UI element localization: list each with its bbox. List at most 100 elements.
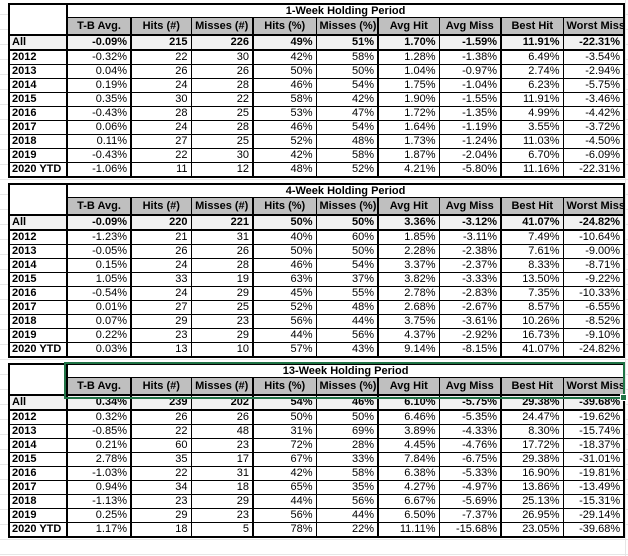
cell[interactable]: 215 xyxy=(130,34,192,51)
cell[interactable]: -1.04% xyxy=(438,78,502,93)
row-label[interactable]: 2014 xyxy=(8,78,68,93)
cell[interactable]: 23 xyxy=(190,438,254,453)
cell[interactable]: 0.01% xyxy=(66,300,132,315)
row-label[interactable]: All xyxy=(8,394,68,411)
cell[interactable]: 29 xyxy=(190,494,254,509)
cell[interactable]: 29 xyxy=(130,314,192,329)
cell[interactable]: 16.73% xyxy=(500,328,564,343)
row-label[interactable]: 2014 xyxy=(8,258,68,273)
cell[interactable]: -22.31% xyxy=(562,34,625,51)
cell[interactable]: 3.55% xyxy=(500,120,564,135)
cell[interactable]: 42% xyxy=(252,148,317,163)
cell[interactable]: 24 xyxy=(130,78,192,93)
column-header[interactable]: Misses (#) xyxy=(190,377,254,396)
cell[interactable]: 1.72% xyxy=(377,106,440,121)
row-label[interactable]: 2020 YTD xyxy=(8,522,68,538)
column-header[interactable]: Hits (#) xyxy=(130,17,192,36)
row-label[interactable]: 2016 xyxy=(8,286,68,301)
cell[interactable]: -4.97% xyxy=(438,480,502,495)
row-label[interactable]: 2013 xyxy=(8,64,68,79)
row-label[interactable]: 2015 xyxy=(8,452,68,467)
cell[interactable]: 2.78% xyxy=(377,286,440,301)
cell[interactable]: -0.32% xyxy=(66,49,132,65)
cell[interactable]: 1.73% xyxy=(377,134,440,149)
cell[interactable]: 23 xyxy=(130,328,192,343)
cell[interactable]: 29 xyxy=(190,328,254,343)
cell[interactable]: -39.68% xyxy=(562,522,625,538)
row-label[interactable]: 2012 xyxy=(8,409,68,425)
cell[interactable]: 54% xyxy=(315,258,379,273)
cell[interactable]: 31 xyxy=(190,229,254,245)
cell[interactable]: 1.05% xyxy=(66,272,132,287)
cell[interactable]: -2.92% xyxy=(438,328,502,343)
cell[interactable]: 51% xyxy=(315,34,379,51)
row-label[interactable]: All xyxy=(8,214,68,231)
cell[interactable]: -10.64% xyxy=(562,229,625,245)
cell[interactable]: 2.74% xyxy=(500,64,564,79)
cell[interactable]: -2.04% xyxy=(438,148,502,163)
cell[interactable]: -3.11% xyxy=(438,229,502,245)
cell[interactable]: 28 xyxy=(190,258,254,273)
cell[interactable]: 52% xyxy=(315,162,379,178)
cell[interactable]: 2.78% xyxy=(66,452,132,467)
cell[interactable]: 0.34% xyxy=(66,394,132,411)
cell[interactable]: 25.13% xyxy=(500,494,564,509)
cell[interactable]: 3.75% xyxy=(377,314,440,329)
cell[interactable]: -2.94% xyxy=(562,64,625,79)
cell[interactable]: 0.35% xyxy=(66,92,132,107)
cell[interactable]: 1.64% xyxy=(377,120,440,135)
cell[interactable]: 6.10% xyxy=(377,394,440,411)
cell[interactable]: 65% xyxy=(252,480,317,495)
cell[interactable]: 33 xyxy=(130,272,192,287)
cell[interactable]: 24 xyxy=(130,258,192,273)
column-header[interactable]: Best Hit xyxy=(500,17,564,36)
column-header[interactable]: T-B Avg. xyxy=(66,17,132,36)
cell[interactable]: 6.67% xyxy=(377,494,440,509)
cell[interactable]: 7.84% xyxy=(377,452,440,467)
cell[interactable]: 11 xyxy=(130,162,192,178)
cell[interactable]: 220 xyxy=(130,214,192,231)
cell[interactable]: 24 xyxy=(130,286,192,301)
cell[interactable]: 25 xyxy=(190,300,254,315)
cell[interactable]: 50% xyxy=(315,214,379,231)
cell[interactable]: 49% xyxy=(252,34,317,51)
cell[interactable]: 1.90% xyxy=(377,92,440,107)
cell[interactable]: 48% xyxy=(315,134,379,149)
cell[interactable]: -0.09% xyxy=(66,34,132,51)
cell[interactable]: 3.82% xyxy=(377,272,440,287)
cell[interactable]: -3.61% xyxy=(438,314,502,329)
cell[interactable]: 41.07% xyxy=(500,214,564,231)
cell[interactable]: -8.15% xyxy=(438,342,502,358)
cell[interactable]: -0.05% xyxy=(66,244,132,259)
cell[interactable]: -19.62% xyxy=(562,409,625,425)
cell[interactable]: -1.55% xyxy=(438,92,502,107)
cell[interactable]: 1.70% xyxy=(377,34,440,51)
cell[interactable]: 46% xyxy=(252,258,317,273)
row-label[interactable]: 2019 xyxy=(8,508,68,523)
cell[interactable]: 7.49% xyxy=(500,229,564,245)
cell[interactable]: 31% xyxy=(252,424,317,439)
cell[interactable]: 44% xyxy=(315,314,379,329)
cell[interactable]: 26.95% xyxy=(500,508,564,523)
cell[interactable]: -0.54% xyxy=(66,286,132,301)
cell[interactable]: -2.67% xyxy=(438,300,502,315)
cell[interactable]: -15.31% xyxy=(562,494,625,509)
cell[interactable]: -22.31% xyxy=(562,162,625,178)
cell[interactable]: 35 xyxy=(130,452,192,467)
cell[interactable]: -3.72% xyxy=(562,120,625,135)
cell[interactable]: -39.68% xyxy=(562,394,625,411)
cell[interactable]: 1.85% xyxy=(377,229,440,245)
cell[interactable]: 0.22% xyxy=(66,328,132,343)
cell[interactable]: 19 xyxy=(190,272,254,287)
cell[interactable]: 23.05% xyxy=(500,522,564,538)
cell[interactable]: -0.43% xyxy=(66,106,132,121)
cell[interactable]: 28 xyxy=(190,78,254,93)
row-label[interactable]: 2018 xyxy=(8,134,68,149)
cell[interactable]: -1.03% xyxy=(66,466,132,481)
cell[interactable]: 46% xyxy=(252,78,317,93)
cell[interactable]: -0.09% xyxy=(66,214,132,231)
cell[interactable]: 6.49% xyxy=(500,49,564,65)
corner-cell[interactable] xyxy=(8,3,68,36)
cell[interactable]: -1.06% xyxy=(66,162,132,178)
cell[interactable]: 50% xyxy=(252,244,317,259)
